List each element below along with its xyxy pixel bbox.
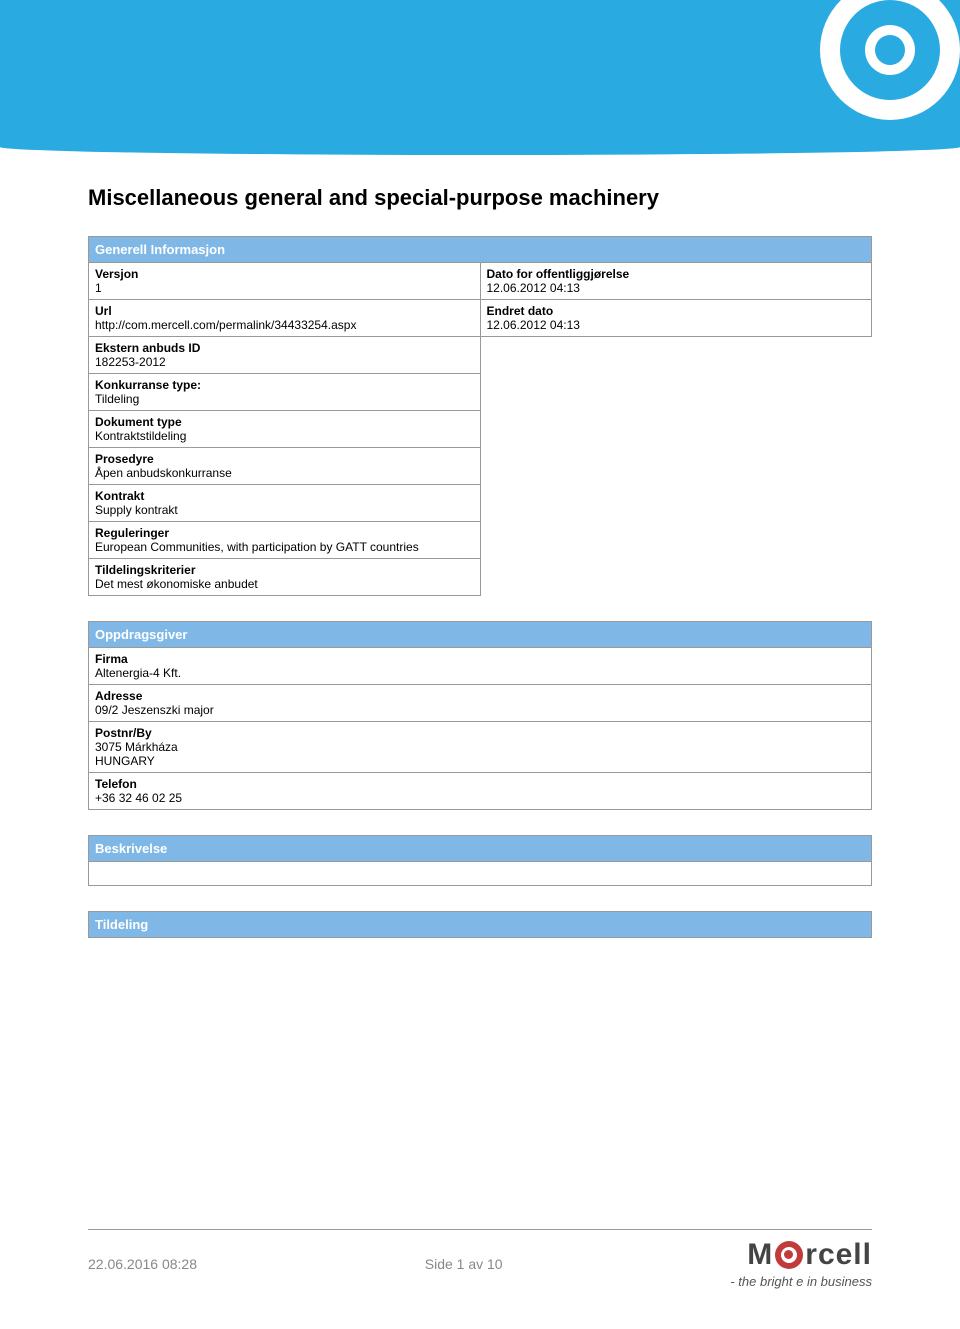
value-konkurranse: Tildeling bbox=[95, 392, 474, 406]
label-ekstern-id: Ekstern anbuds ID bbox=[95, 341, 474, 355]
field-firma: Firma Altenergia-4 Kft. bbox=[89, 648, 872, 685]
value-endret-dato: 12.06.2012 04:13 bbox=[487, 318, 866, 332]
footer: 22.06.2016 08:28 Side 1 av 10 M rcell - … bbox=[88, 1229, 872, 1289]
content-area: Miscellaneous general and special-purpos… bbox=[0, 155, 960, 938]
field-kontrakt: Kontrakt Supply kontrakt bbox=[89, 485, 481, 522]
label-adresse: Adresse bbox=[95, 689, 865, 703]
field-telefon: Telefon +36 32 46 02 25 bbox=[89, 773, 872, 810]
label-telefon: Telefon bbox=[95, 777, 865, 791]
footer-timestamp: 22.06.2016 08:28 bbox=[88, 1256, 197, 1272]
award-header: Tildeling bbox=[89, 912, 872, 938]
value-adresse: 09/2 Jeszenszki major bbox=[95, 703, 865, 717]
logo-m: M bbox=[747, 1238, 773, 1272]
value-url: http://com.mercell.com/permalink/3443325… bbox=[95, 318, 474, 332]
footer-logo: M rcell - the bright e in business bbox=[730, 1238, 872, 1289]
field-adresse: Adresse 09/2 Jeszenszki major bbox=[89, 685, 872, 722]
value-ekstern-id: 182253-2012 bbox=[95, 355, 474, 369]
value-reguleringer: European Communities, with participation… bbox=[95, 540, 474, 554]
value-telefon: +36 32 46 02 25 bbox=[95, 791, 865, 805]
award-table: Tildeling bbox=[88, 911, 872, 938]
field-reguleringer: Reguleringer European Communities, with … bbox=[89, 522, 481, 559]
label-tildelingskriterier: Tildelingskriterier bbox=[95, 563, 474, 577]
value-kontrakt: Supply kontrakt bbox=[95, 503, 474, 517]
label-kontrakt: Kontrakt bbox=[95, 489, 474, 503]
label-konkurranse: Konkurranse type: bbox=[95, 378, 474, 392]
label-url: Url bbox=[95, 304, 474, 318]
description-empty-cell bbox=[89, 862, 872, 886]
label-endret-dato: Endret dato bbox=[487, 304, 866, 318]
field-versjon: Versjon 1 bbox=[89, 263, 481, 300]
footer-page-info: Side 1 av 10 bbox=[425, 1256, 503, 1272]
value-dato-offentlig: 12.06.2012 04:13 bbox=[487, 281, 866, 295]
field-prosedyre: Prosedyre Åpen anbudskonkurranse bbox=[89, 448, 481, 485]
field-dokument-type: Dokument type Kontraktstildeling bbox=[89, 411, 481, 448]
field-postnr-by: Postnr/By 3075 Márkháza HUNGARY bbox=[89, 722, 872, 773]
description-table: Beskrivelse bbox=[88, 835, 872, 886]
field-tildelingskriterier: Tildelingskriterier Det mest økonomiske … bbox=[89, 559, 481, 596]
value-dokument-type: Kontraktstildeling bbox=[95, 429, 474, 443]
client-header: Oppdragsgiver bbox=[89, 622, 872, 648]
label-postnr-by: Postnr/By bbox=[95, 726, 865, 740]
label-versjon: Versjon bbox=[95, 267, 474, 281]
label-firma: Firma bbox=[95, 652, 865, 666]
page-title: Miscellaneous general and special-purpos… bbox=[88, 185, 872, 211]
field-url: Url http://com.mercell.com/permalink/344… bbox=[89, 300, 481, 337]
label-dokument-type: Dokument type bbox=[95, 415, 474, 429]
logo-rcell: rcell bbox=[805, 1238, 872, 1272]
field-dato-offentlig: Dato for offentliggjørelse 12.06.2012 04… bbox=[480, 263, 872, 300]
header-banner bbox=[0, 0, 960, 155]
general-info-header: Generell Informasjon bbox=[89, 237, 872, 263]
footer-divider bbox=[88, 1229, 872, 1230]
field-ekstern-id: Ekstern anbuds ID 182253-2012 bbox=[89, 337, 481, 374]
client-table: Oppdragsgiver Firma Altenergia-4 Kft. Ad… bbox=[88, 621, 872, 810]
label-prosedyre: Prosedyre bbox=[95, 452, 474, 466]
value-postnr-by: 3075 Márkháza HUNGARY bbox=[95, 740, 865, 768]
value-tildelingskriterier: Det mest økonomiske anbudet bbox=[95, 577, 474, 591]
general-info-table: Generell Informasjon Versjon 1 Dato for … bbox=[88, 236, 872, 596]
value-versjon: 1 bbox=[95, 281, 474, 295]
mercell-e-icon bbox=[775, 1241, 803, 1269]
value-firma: Altenergia-4 Kft. bbox=[95, 666, 865, 680]
footer-tagline: - the bright e in business bbox=[730, 1274, 872, 1289]
field-konkurranse: Konkurranse type: Tildeling bbox=[89, 374, 481, 411]
mercell-logo-text: M rcell bbox=[730, 1238, 872, 1272]
description-header: Beskrivelse bbox=[89, 836, 872, 862]
field-endret-dato: Endret dato 12.06.2012 04:13 bbox=[480, 300, 872, 337]
label-reguleringer: Reguleringer bbox=[95, 526, 474, 540]
value-prosedyre: Åpen anbudskonkurranse bbox=[95, 466, 474, 480]
header-logo-icon bbox=[820, 0, 960, 120]
empty-right-region bbox=[480, 337, 872, 596]
label-dato-offentlig: Dato for offentliggjørelse bbox=[487, 267, 866, 281]
